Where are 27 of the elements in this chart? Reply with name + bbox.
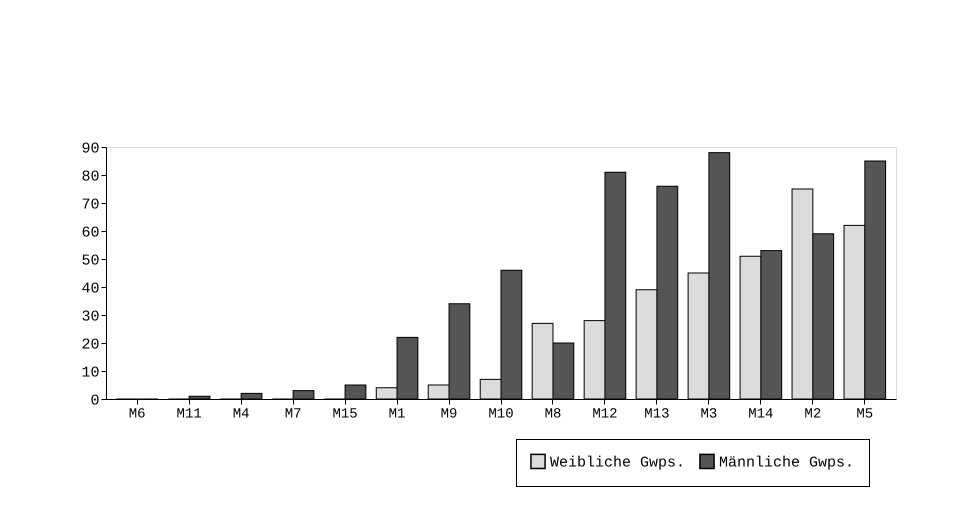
x-tick-label: M11 <box>176 406 202 422</box>
y-tick-label: 0 <box>90 392 100 410</box>
y-tick-label: 10 <box>81 364 100 382</box>
x-tick-label: M8 <box>544 406 562 422</box>
x-tick-label: M12 <box>592 406 618 422</box>
y-tick-label: 90 <box>81 140 100 158</box>
legend-label: Weibliche Gwps. <box>550 454 686 472</box>
y-tick-label: 30 <box>81 308 100 326</box>
x-tick-label: M13 <box>644 406 670 422</box>
x-tick-label: M4 <box>232 406 250 422</box>
x-tick-label: M2 <box>804 406 822 422</box>
x-tick-label: M14 <box>748 406 774 422</box>
y-tick-label: 40 <box>81 280 100 298</box>
x-tick-label: M7 <box>284 406 302 422</box>
x-tick-label: M1 <box>388 406 406 422</box>
y-tick-label: 50 <box>81 252 100 270</box>
x-tick-label: M9 <box>440 406 458 422</box>
y-tick-label: 80 <box>81 168 100 186</box>
x-tick-label: M15 <box>332 406 358 422</box>
x-tick-label: M6 <box>128 406 146 422</box>
y-tick-label: 60 <box>81 224 100 242</box>
y-tick-label: 70 <box>81 196 100 214</box>
x-tick-label: M5 <box>856 406 874 422</box>
x-tick-label: M10 <box>488 406 514 422</box>
y-tick-label: 20 <box>81 336 100 354</box>
x-tick-label: M3 <box>700 406 718 422</box>
legend-label: Männliche Gwps. <box>719 454 854 472</box>
